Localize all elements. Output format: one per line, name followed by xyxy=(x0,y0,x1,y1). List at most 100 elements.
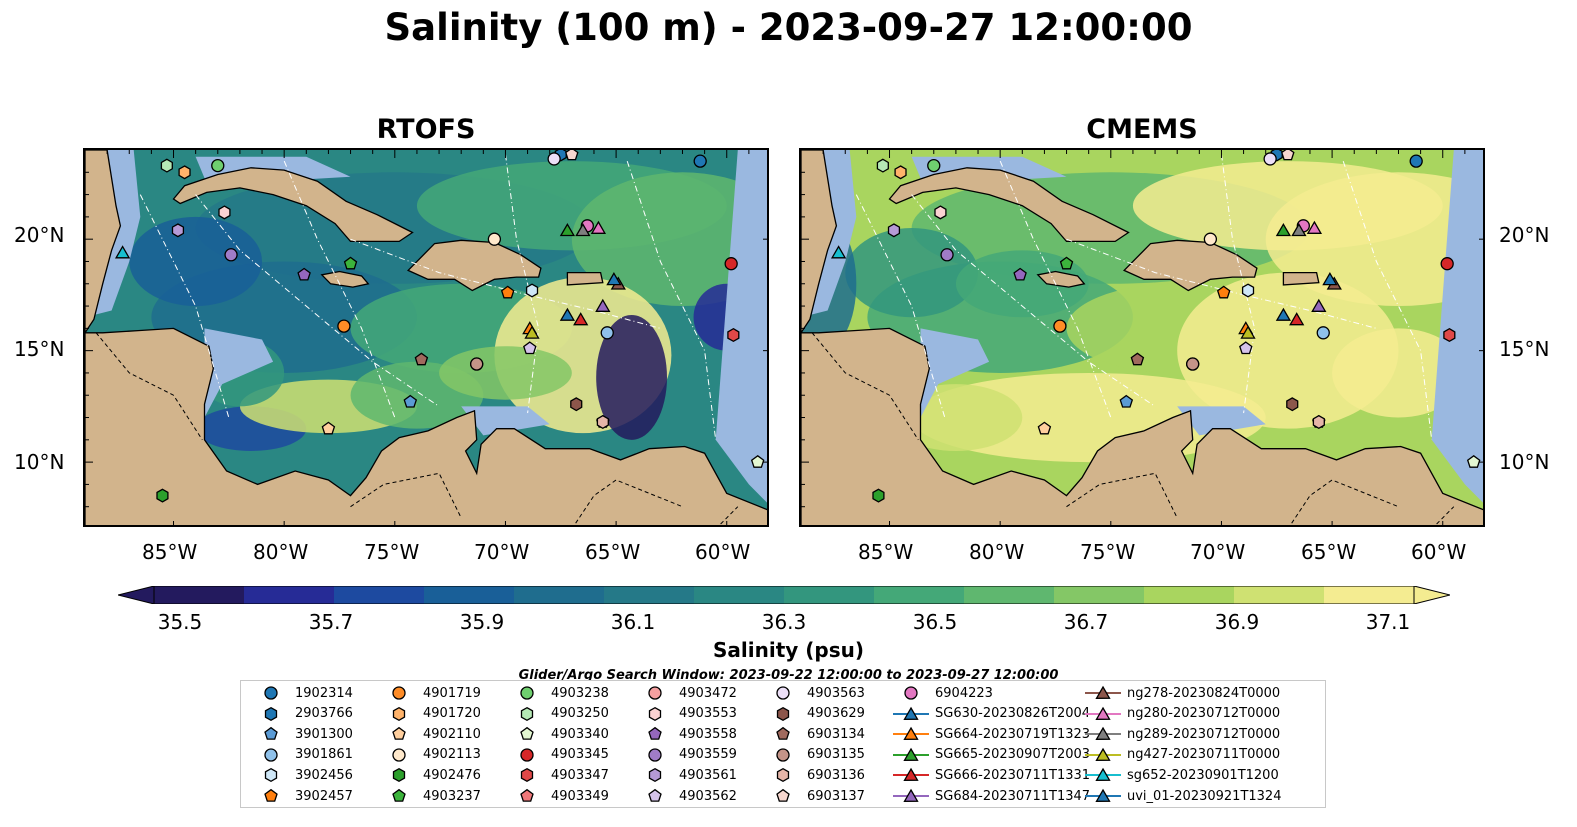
legend-item: 4903238 xyxy=(507,683,609,703)
legend-marker xyxy=(776,768,790,783)
lon-tick-label: 60°W xyxy=(695,540,751,564)
legend-label: 4903561 xyxy=(679,767,737,783)
continental-shelf xyxy=(1431,150,1483,503)
observation-marker xyxy=(1037,421,1052,435)
legend-label: SG664-20230719T1323 xyxy=(935,726,1091,742)
legend-item: ng427-20230711T0000 xyxy=(1083,745,1280,765)
observation-marker xyxy=(500,285,515,299)
lon-tick-label: 75°W xyxy=(1080,540,1136,564)
colorbar xyxy=(117,585,1451,605)
observation-marker xyxy=(1286,397,1299,412)
observation-marker xyxy=(1312,414,1325,430)
legend-label: 6904223 xyxy=(935,685,993,701)
legend-marker xyxy=(893,768,929,782)
legend-marker xyxy=(893,788,929,802)
colorbar-segment xyxy=(604,586,695,604)
colorbar-label: Salinity (psu) xyxy=(712,638,864,662)
legend-item: 6903135 xyxy=(763,745,865,765)
legend-symbol xyxy=(392,727,406,740)
lon-tick-label: 65°W xyxy=(585,540,641,564)
legend-item: 4903558 xyxy=(635,724,737,744)
legend-label: 6903135 xyxy=(807,747,865,763)
legend-label: sg652-20230901T1200 xyxy=(1127,767,1279,783)
legend-marker xyxy=(776,727,790,740)
observation-marker xyxy=(940,248,954,262)
legend-item: 3902456 xyxy=(251,765,353,785)
observation-marker xyxy=(1275,307,1292,321)
legend-label: 4902110 xyxy=(423,726,481,742)
legend-marker xyxy=(392,686,406,700)
eez-boundary xyxy=(505,154,540,414)
observation-marker xyxy=(403,394,418,408)
legend-label: 3902456 xyxy=(295,767,353,783)
colorbar-segment xyxy=(1144,586,1235,604)
legend-label: 4903472 xyxy=(679,685,737,701)
legend-label: ng278-20230824T0000 xyxy=(1127,685,1281,701)
observation-marker xyxy=(171,223,185,238)
legend-marker xyxy=(648,788,662,802)
legend-item: 4903472 xyxy=(635,683,737,703)
legend-marker xyxy=(520,686,534,700)
legend-symbol xyxy=(264,768,278,783)
legend-symbol xyxy=(520,748,534,762)
salinity-patch xyxy=(439,346,572,400)
lon-tick-label: 80°W xyxy=(969,540,1025,564)
legend-item: SG665-20230907T2003 xyxy=(891,745,1090,765)
legend-marker xyxy=(520,788,534,802)
continental-shelf xyxy=(715,150,767,503)
legend-marker xyxy=(893,747,929,761)
observation-marker xyxy=(934,205,947,220)
observation-marker xyxy=(595,298,611,312)
observation-marker xyxy=(343,256,358,270)
observation-marker xyxy=(606,271,622,286)
continental-shelf xyxy=(461,406,550,436)
observation-marker xyxy=(872,488,885,503)
colorbar-tick: 36.3 xyxy=(761,610,807,634)
colorbar-segment xyxy=(694,586,785,604)
legend-item: sg652-20230901T1200 xyxy=(1083,765,1279,785)
lat-tick-label: 10°N xyxy=(1499,450,1550,474)
legend-label: 4903237 xyxy=(423,788,481,804)
lon-tick-label: 85°W xyxy=(142,540,198,564)
legend-marker xyxy=(893,726,929,741)
observation-marker xyxy=(524,325,540,339)
salinity-patch xyxy=(955,250,1089,318)
legend-marker xyxy=(392,727,406,740)
legend-item: SG630-20230826T2004 xyxy=(891,704,1090,724)
salinity-map-cmems xyxy=(801,150,1483,525)
legend-marker xyxy=(520,768,534,783)
observation-marker xyxy=(114,245,131,259)
observation-marker xyxy=(727,327,740,343)
land-southam xyxy=(85,327,767,525)
legend-marker xyxy=(264,686,278,700)
legend-symbol xyxy=(776,706,790,721)
legend-label: 4903345 xyxy=(551,747,609,763)
legend-symbol xyxy=(903,788,919,802)
lon-tick-label: 60°W xyxy=(1411,540,1467,564)
land-cuba xyxy=(172,167,414,243)
legend-marker xyxy=(1085,768,1121,782)
eez-boundary xyxy=(855,194,946,418)
observation-marker xyxy=(565,150,579,161)
legend-marker xyxy=(776,788,790,802)
legend-label: 4903629 xyxy=(807,706,865,722)
continental-shelf xyxy=(1177,406,1266,436)
legend-marker xyxy=(392,748,406,762)
observation-marker xyxy=(1291,223,1307,237)
legend-symbol xyxy=(520,768,534,783)
observation-marker xyxy=(321,421,336,435)
legend-item: ng278-20230824T0000 xyxy=(1083,683,1280,703)
legend-item: 4903561 xyxy=(635,765,737,785)
legend-item: 4903347 xyxy=(507,765,609,785)
colorbar-gradient xyxy=(117,585,1451,605)
legend-item: 6903137 xyxy=(763,786,865,806)
eez-boundary xyxy=(626,160,717,440)
legend-marker xyxy=(392,768,406,783)
observation-marker xyxy=(1013,267,1027,281)
legend-symbol xyxy=(1095,726,1111,741)
colorbar-tick: 36.7 xyxy=(1063,610,1109,634)
legend-symbol xyxy=(392,748,406,762)
legend-symbol xyxy=(392,706,406,721)
colorbar-tick: 35.7 xyxy=(308,610,354,634)
legend-symbol xyxy=(264,788,278,802)
